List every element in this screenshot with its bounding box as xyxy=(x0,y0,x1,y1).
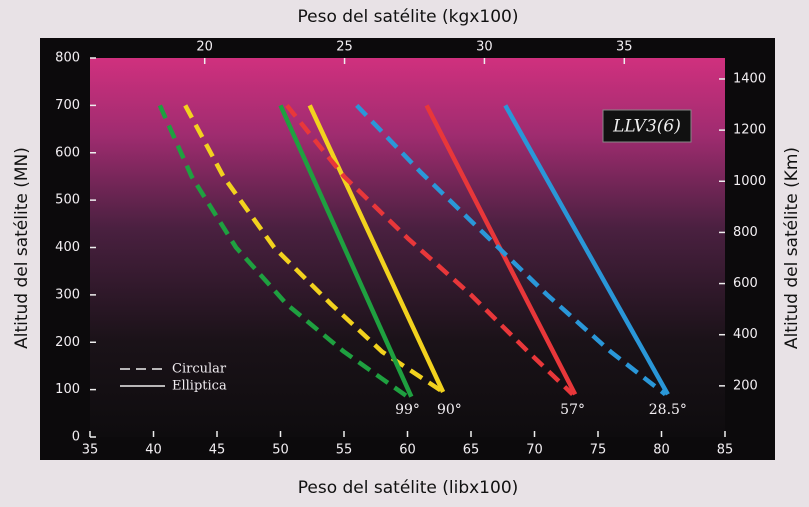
series-line xyxy=(157,104,409,399)
y2-tick-label: 1400 xyxy=(733,71,766,86)
series-line xyxy=(285,103,575,396)
x-tick-label: 65 xyxy=(463,443,480,458)
y2-tick-label: 800 xyxy=(733,225,758,240)
annotation: 57° xyxy=(560,402,585,418)
x2-tick-label: 35 xyxy=(616,40,633,55)
left-axis-title: Altitud del satélite (MN) xyxy=(12,147,32,349)
label-box xyxy=(602,109,692,143)
y-tick-label: 100 xyxy=(55,382,80,397)
x-tick-label: 35 xyxy=(82,443,99,458)
legend-label: Circular xyxy=(172,362,227,377)
y-tick-label: 700 xyxy=(55,98,80,113)
y-tick-label: 0 xyxy=(72,430,80,445)
bottom-axis-title: Peso del satélite (libx100) xyxy=(298,478,519,498)
top-axis-title: Peso del satélite (kgx100) xyxy=(298,7,519,27)
series-line xyxy=(278,104,414,398)
y-tick-label: 300 xyxy=(55,287,80,302)
y2-tick-label: 600 xyxy=(733,276,758,291)
x-tick-label: 85 xyxy=(717,443,734,458)
x-tick-label: 45 xyxy=(209,443,226,458)
annotation: 90° xyxy=(437,402,462,418)
y-tick-label: 600 xyxy=(55,145,80,160)
y-tick-label: 400 xyxy=(55,240,80,255)
x2-tick-label: 20 xyxy=(196,40,213,55)
x-tick-label: 60 xyxy=(399,443,416,458)
y-tick-label: 800 xyxy=(55,51,80,66)
series-line xyxy=(307,104,446,393)
y2-tick-label: 200 xyxy=(733,378,758,393)
y2-tick-label: 400 xyxy=(733,327,758,342)
y2-tick-label: 1000 xyxy=(733,174,766,189)
x-tick-label: 70 xyxy=(526,443,543,458)
y2-tick-label: 1200 xyxy=(733,123,766,138)
x2-tick-label: 25 xyxy=(336,40,353,55)
series-line xyxy=(503,104,670,396)
y-tick-label: 200 xyxy=(55,335,80,350)
right-axis-title: Altitud del satélite (Km) xyxy=(782,147,802,349)
x-tick-label: 80 xyxy=(653,443,670,458)
series-line xyxy=(355,103,667,397)
annotation: 99° xyxy=(395,402,420,418)
box-label: LLV3(6) xyxy=(612,117,681,137)
y-tick-label: 500 xyxy=(55,193,80,208)
x-tick-label: 40 xyxy=(145,443,162,458)
x-tick-label: 55 xyxy=(336,443,353,458)
x-tick-label: 50 xyxy=(272,443,289,458)
x-tick-label: 75 xyxy=(590,443,607,458)
annotation: 28.5° xyxy=(649,402,687,418)
x2-tick-label: 30 xyxy=(476,40,493,55)
legend-label: Elliptica xyxy=(172,379,227,394)
